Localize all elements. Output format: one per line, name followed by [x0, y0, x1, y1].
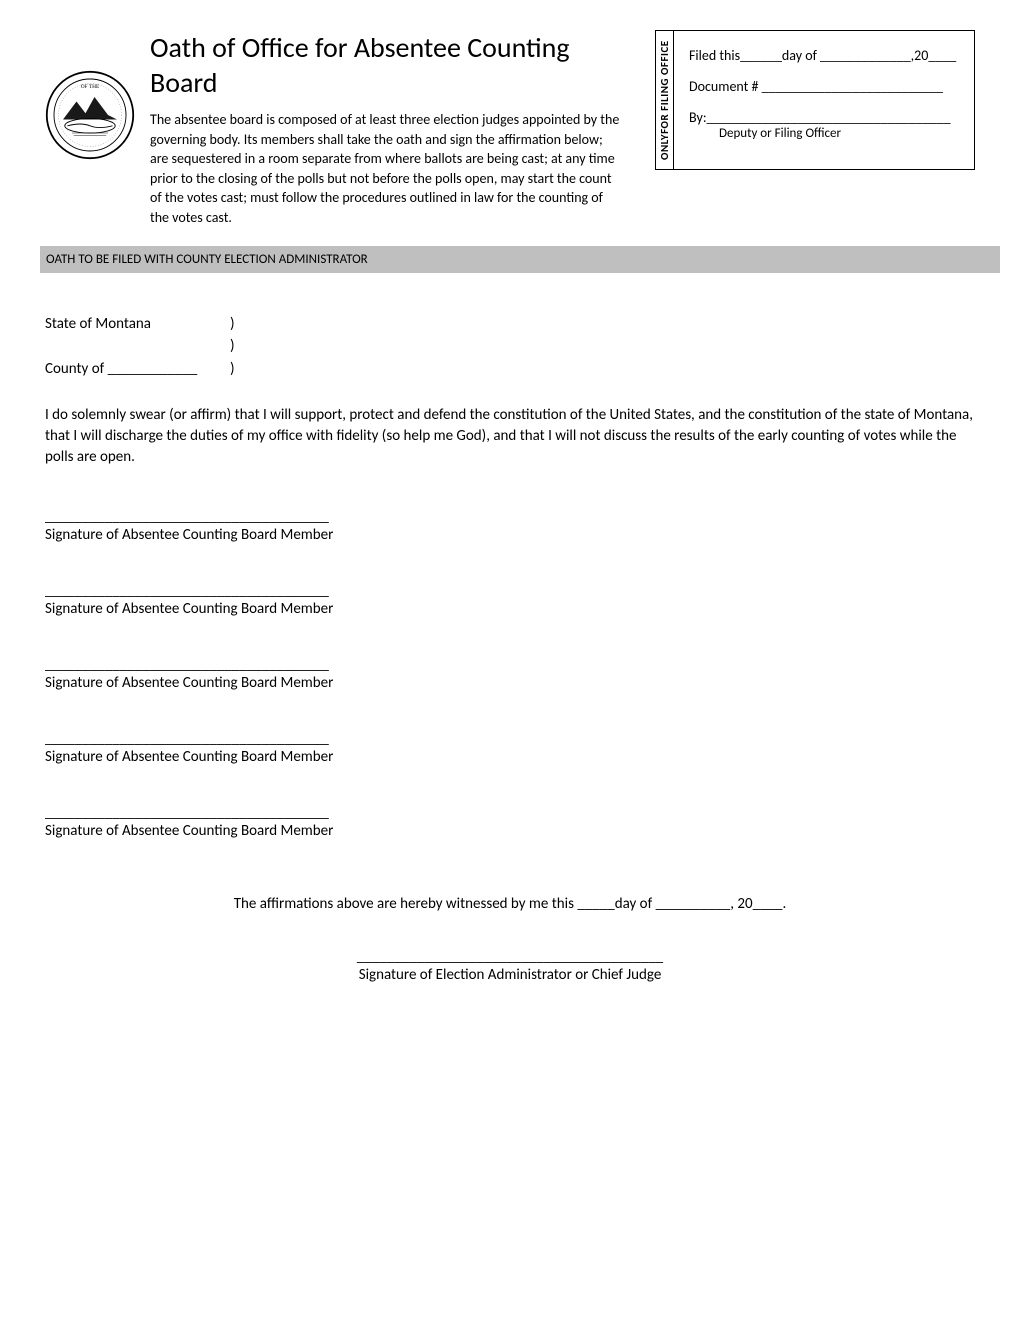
signature-label: Signature of Absentee Counting Board Mem…	[45, 748, 975, 766]
signature-underscores: ______________________________________	[45, 804, 975, 822]
state-row: State of Montana )	[45, 313, 975, 336]
paren: )	[230, 335, 235, 358]
signature-underscores: ______________________________________	[45, 508, 975, 526]
signature-underscores: ______________________________________	[45, 656, 975, 674]
form-title: Oath of Office for Absentee Counting Boa…	[150, 30, 620, 100]
signature-underscores: ______________________________________	[45, 730, 975, 748]
montana-state-seal-icon: OF THE	[45, 70, 135, 160]
signature-block: ______________________________________ S…	[45, 508, 975, 840]
witness-line: The affirmations above are hereby witnes…	[45, 895, 975, 913]
state-seal-container: OF THE	[45, 70, 135, 165]
filing-vertical-label: ONLYFOR FILING OFFICE	[656, 31, 674, 169]
oath-text: I do solemnly swear (or affirm) that I w…	[45, 405, 975, 468]
admin-signature-underscores: ________________________________________…	[45, 948, 975, 966]
filing-office-box: ONLYFOR FILING OFFICE Filed this______da…	[655, 30, 975, 170]
admin-signature-block: ________________________________________…	[45, 948, 975, 984]
signature-line-5: ______________________________________ S…	[45, 804, 975, 840]
signature-line-3: ______________________________________ S…	[45, 656, 975, 692]
signature-label: Signature of Absentee Counting Board Mem…	[45, 674, 975, 692]
document-number-line: Document # __________________________	[689, 72, 964, 103]
svg-text:OF THE: OF THE	[81, 84, 100, 90]
filing-fields: Filed this______day of _____________,20_…	[674, 31, 974, 169]
county-row: County of ____________ )	[45, 358, 975, 381]
ss-row: )	[45, 335, 975, 358]
county-label: County of ____________	[45, 358, 230, 381]
form-description: The absentee board is composed of at lea…	[150, 110, 620, 228]
signature-label: Signature of Absentee Counting Board Mem…	[45, 822, 975, 840]
signature-label: Signature of Absentee Counting Board Mem…	[45, 600, 975, 618]
filing-instruction-bar: OATH TO BE FILED WITH COUNTY ELECTION AD…	[40, 246, 1000, 273]
signature-label: Signature of Absentee Counting Board Mem…	[45, 526, 975, 544]
signature-line-4: ______________________________________ S…	[45, 730, 975, 766]
filed-date-line: Filed this______day of _____________,20_…	[689, 41, 964, 72]
paren: )	[230, 358, 235, 381]
signature-line-2: ______________________________________ S…	[45, 582, 975, 618]
jurisdiction-block: State of Montana ) ) County of _________…	[45, 313, 975, 381]
signature-line-1: ______________________________________ S…	[45, 508, 975, 544]
admin-signature-label: Signature of Election Administrator or C…	[45, 966, 975, 984]
title-block: Oath of Office for Absentee Counting Boa…	[150, 30, 640, 228]
header-row: OF THE Oath of Office for Absentee Count…	[45, 30, 975, 228]
signature-underscores: ______________________________________	[45, 582, 975, 600]
ss-spacer	[45, 335, 230, 358]
paren: )	[230, 313, 235, 336]
state-label: State of Montana	[45, 313, 230, 336]
